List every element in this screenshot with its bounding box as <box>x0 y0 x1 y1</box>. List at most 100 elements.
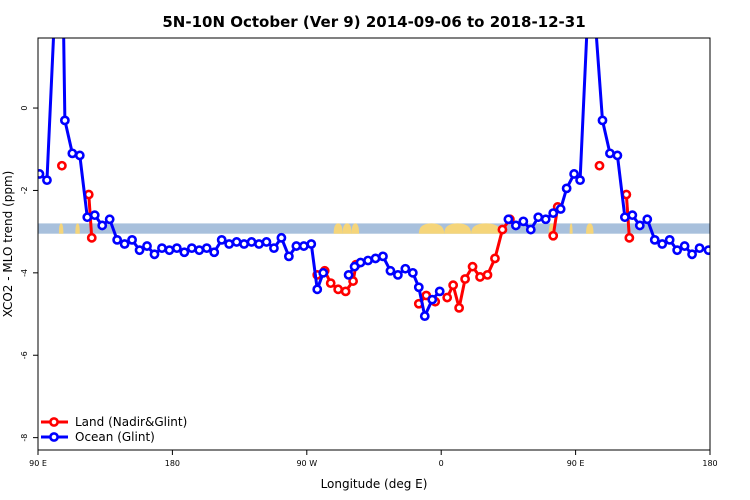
legend-item: Land (Nadir&Glint) <box>41 415 187 429</box>
data-point <box>385 265 396 276</box>
land-patch <box>58 223 64 234</box>
data-point <box>59 115 70 126</box>
data-point <box>467 261 478 272</box>
data-point <box>127 234 137 245</box>
land-ocean-strip <box>38 223 710 234</box>
data-point <box>340 286 351 297</box>
data-point <box>112 234 123 245</box>
data-point <box>97 220 108 231</box>
y-tick-label: -6 <box>20 351 29 359</box>
x-tick-label: 90 E <box>29 459 47 468</box>
land-patch <box>75 223 80 234</box>
land-patch <box>342 223 352 234</box>
chart-title: 5N-10N October (Ver 9) 2014-09-06 to 201… <box>162 13 585 31</box>
ocean-strip <box>38 223 710 234</box>
data-point <box>60 14 67 21</box>
x-tick-label: 90 E <box>567 459 585 468</box>
legend: Land (Nadir&Glint)Ocean (Glint) <box>41 415 187 444</box>
data-point <box>276 232 287 243</box>
data-point <box>533 212 544 223</box>
data-point <box>51 14 58 21</box>
land-patch <box>351 223 360 234</box>
data-point <box>67 148 78 159</box>
data-point <box>482 269 493 280</box>
data-point <box>624 232 635 243</box>
y-axis-label: XCO2 - MLO trend (ppm) <box>1 171 15 318</box>
data-point <box>642 214 653 225</box>
data-point <box>594 160 605 171</box>
data-point <box>634 220 645 231</box>
data-point <box>664 234 675 245</box>
data-point <box>261 237 272 247</box>
data-point <box>283 251 294 262</box>
data-point <box>333 284 344 295</box>
data-point <box>216 234 227 245</box>
x-tick-label: 180 <box>165 459 180 468</box>
data-point <box>555 204 566 214</box>
data-point <box>74 150 85 161</box>
series-line <box>445 218 512 310</box>
plot-frame <box>37 37 711 451</box>
land-patch <box>418 223 445 234</box>
series-ocean <box>38 14 710 321</box>
data-point <box>657 239 668 249</box>
legend-label: Land (Nadir&Glint) <box>75 415 187 429</box>
data-point <box>224 239 235 249</box>
data-point <box>194 245 205 256</box>
data-point <box>460 274 470 284</box>
data-point <box>569 169 580 179</box>
data-point <box>325 278 336 289</box>
x-axis: 90 E 180 90 W 0 90 E 180 <box>29 450 718 468</box>
data-point <box>649 234 660 245</box>
series-layer <box>38 14 710 321</box>
data-point <box>186 243 197 254</box>
data-point <box>510 220 521 231</box>
data-point <box>298 241 309 251</box>
y-tick-label: 0 <box>20 105 29 110</box>
data-point <box>157 243 167 254</box>
data-point <box>291 241 302 251</box>
data-point <box>597 115 608 126</box>
data-point <box>370 253 381 264</box>
data-point <box>312 284 323 295</box>
data-point <box>694 243 705 254</box>
data-point <box>104 214 115 225</box>
data-point <box>306 239 317 249</box>
legend-marker <box>49 432 59 442</box>
data-point <box>687 249 697 260</box>
legend-item: Ocean (Glint) <box>41 430 155 444</box>
data-point <box>56 160 67 171</box>
data-point <box>269 243 279 254</box>
data-point <box>454 302 465 313</box>
data-point <box>179 247 190 258</box>
data-point <box>239 239 249 249</box>
data-point <box>627 210 638 221</box>
data-point <box>231 237 242 247</box>
data-point <box>518 216 529 227</box>
data-point <box>497 224 508 235</box>
data-point <box>149 249 160 260</box>
data-point <box>164 245 175 256</box>
data-point <box>605 148 615 159</box>
data-point <box>142 241 152 251</box>
data-point <box>703 245 710 256</box>
data-point <box>348 276 358 286</box>
data-point <box>89 210 100 221</box>
x-axis-label: Longitude (deg E) <box>321 477 428 491</box>
land-patch <box>333 223 343 234</box>
land-patch <box>586 223 594 234</box>
data-point <box>318 267 329 278</box>
data-point <box>475 272 485 282</box>
data-point <box>355 257 366 268</box>
y-tick-label: -2 <box>20 186 29 194</box>
data-point <box>503 214 514 225</box>
data-point <box>42 175 52 186</box>
data-point <box>82 212 93 223</box>
data-point <box>378 251 388 262</box>
land-patch <box>569 223 573 234</box>
y-axis: 0 -2 -4 -6 -8 <box>20 105 38 442</box>
land-patch <box>444 223 472 234</box>
data-point <box>548 208 559 218</box>
data-point <box>343 269 354 280</box>
